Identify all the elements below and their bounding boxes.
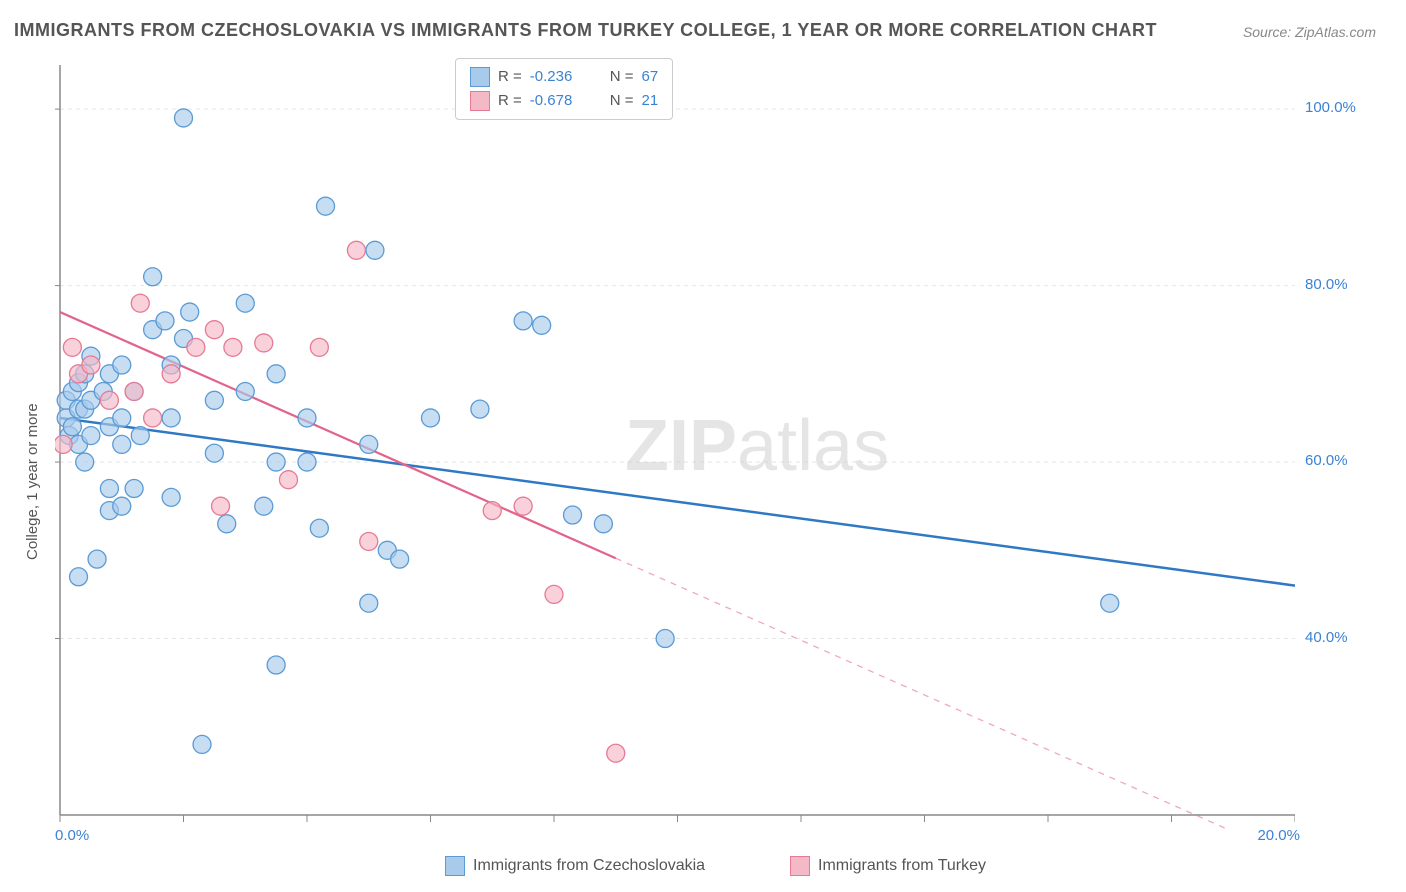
legend-label-2: Immigrants from Turkey (818, 857, 986, 875)
legend-swatch-1 (445, 856, 465, 876)
legend-series-2: Immigrants from Turkey (790, 856, 986, 876)
stats-r-label: R = (498, 89, 522, 113)
stats-n-label: N = (610, 89, 634, 113)
axis-tick-label: 0.0% (55, 827, 89, 844)
correlation-stats-box: R = -0.236 N = 67 R = -0.678 N = 21 (455, 58, 673, 120)
stats-r-value: -0.236 (530, 65, 590, 89)
axis-tick-label: 80.0% (1305, 276, 1348, 293)
scatter-chart: ZIPatlas 40.0%60.0%80.0%100.0%0.0%20.0% (55, 55, 1295, 830)
stats-r-value: -0.678 (530, 89, 590, 113)
axis-tick-label: 20.0% (1257, 827, 1300, 844)
legend-series-1: Immigrants from Czechoslovakia (445, 856, 705, 876)
stats-n-label: N = (610, 65, 634, 89)
axis-tick-label: 40.0% (1305, 629, 1348, 646)
source-label: Source: ZipAtlas.com (1243, 24, 1376, 40)
stats-row: R = -0.678 N = 21 (470, 89, 658, 113)
chart-svg (55, 55, 1295, 830)
stats-swatch (470, 67, 490, 87)
stats-n-value: 67 (642, 65, 659, 89)
stats-row: R = -0.236 N = 67 (470, 65, 658, 89)
legend-swatch-2 (790, 856, 810, 876)
legend-label-1: Immigrants from Czechoslovakia (473, 857, 705, 875)
stats-n-value: 21 (642, 89, 659, 113)
stats-r-label: R = (498, 65, 522, 89)
stats-swatch (470, 91, 490, 111)
chart-title: IMMIGRANTS FROM CZECHOSLOVAKIA VS IMMIGR… (14, 20, 1157, 41)
axis-tick-label: 60.0% (1305, 452, 1348, 469)
y-axis-label: College, 1 year or more (24, 403, 41, 560)
axis-tick-label: 100.0% (1305, 99, 1356, 116)
